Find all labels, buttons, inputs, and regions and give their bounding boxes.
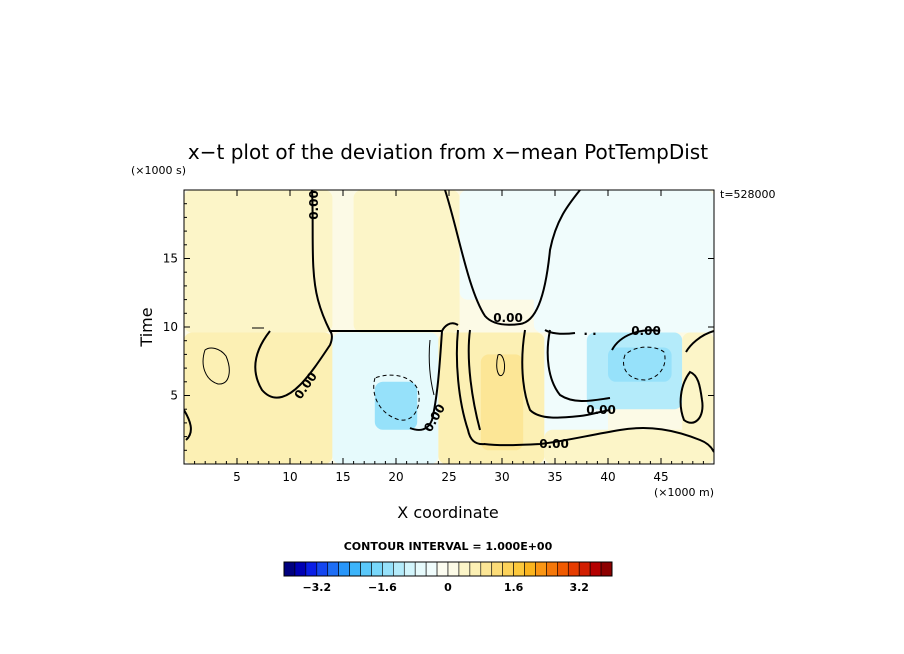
colorbar-cell xyxy=(458,561,471,577)
heatmap-cell xyxy=(184,332,333,464)
y-unit-label: (×1000 s) xyxy=(131,164,186,177)
colorbar-cell xyxy=(535,561,547,577)
y-tick-label: 5 xyxy=(170,389,178,403)
colorbar-cell xyxy=(305,561,318,577)
x-tick-label: 10 xyxy=(282,470,297,484)
x-tick-label: 20 xyxy=(388,470,403,484)
x-tick-label: 45 xyxy=(653,470,668,484)
contour-negative-left-core xyxy=(373,374,420,421)
colorbar-cell xyxy=(469,561,482,577)
chart-title: x−t plot of the deviation from x−mean Po… xyxy=(188,140,708,164)
contour-label: 0.00 xyxy=(631,324,661,338)
y-tick-label: 15 xyxy=(163,252,178,266)
colorbar-cell xyxy=(349,561,361,577)
x-unit-label: (×1000 m) xyxy=(654,486,714,499)
colorbar-cell xyxy=(513,561,525,577)
heatmap-cell xyxy=(533,190,714,333)
zero-contour-tube-2 xyxy=(467,329,481,431)
zero-contour-right-edge xyxy=(685,330,714,353)
time-annotation: t=528000 xyxy=(720,188,776,201)
colorbar-cell xyxy=(425,561,438,577)
contour-thin-strand-a xyxy=(496,353,505,377)
x-tick-label: 25 xyxy=(441,470,456,484)
heatmap-cell xyxy=(608,347,672,382)
contour-negative-right-core xyxy=(623,346,666,381)
colorbar-cell xyxy=(502,561,514,577)
x-axis-label: X coordinate xyxy=(397,503,498,522)
contour-label: . . xyxy=(583,324,596,338)
zero-contour-tube-1 xyxy=(455,329,486,446)
x-tick-label: 40 xyxy=(600,470,615,484)
heatmap-cell xyxy=(544,429,714,464)
colorbar-tick-label: −1.6 xyxy=(368,581,397,594)
plot-area: 0.00 0.00 0.00 0.00 0.00 0.00 0.00 . . 5… xyxy=(163,189,715,484)
contour-interval-text: CONTOUR INTERVAL = 1.000E+00 xyxy=(344,540,553,553)
colorbar-cell xyxy=(578,561,591,577)
zero-contour-tube-4 xyxy=(546,329,611,402)
colorbar-tick-label: 0 xyxy=(444,581,452,594)
contour-label: 0.00 xyxy=(539,437,569,451)
zero-contour-tube-3 xyxy=(521,329,611,419)
colorbar-cell xyxy=(546,561,558,577)
colorbar-cell xyxy=(491,561,503,577)
colorbar: −3.2 −1.6 0 1.6 3.2 xyxy=(283,561,613,594)
heatmap-cell xyxy=(184,190,333,333)
colorbar-cell xyxy=(316,561,329,577)
zero-contour-right-lobe xyxy=(611,329,661,351)
y-axis-label: Time xyxy=(137,307,156,347)
heatmap-cell xyxy=(459,190,545,300)
zero-contour-upper-center xyxy=(444,190,581,326)
contour-label: 0.00 xyxy=(493,311,523,325)
colorbar-cell xyxy=(557,561,569,577)
heatmap-cell xyxy=(480,354,524,451)
colorbar-cell xyxy=(436,561,449,577)
zero-contour-right-island xyxy=(679,370,704,424)
colorbar-cell xyxy=(382,561,394,577)
axis-ticks: 5 10 15 20 25 30 35 40 45 5 10 15 xyxy=(163,190,714,484)
heatmap-cell xyxy=(353,190,460,333)
zero-contour-left-lobe xyxy=(254,330,333,399)
x-tick-label: 30 xyxy=(494,470,509,484)
colorbar-cell xyxy=(600,561,613,577)
colorbar-cell xyxy=(447,561,460,577)
contour-label: 0.00 xyxy=(307,190,321,220)
colorbar-cell xyxy=(393,561,405,577)
colorbar-cell xyxy=(338,561,350,577)
colorbar-frame xyxy=(283,561,613,577)
colorbar-cell xyxy=(360,561,372,577)
contour-left-small-loop xyxy=(202,347,230,385)
zero-contour-upper-right xyxy=(544,329,576,335)
contour-thin-strand-b xyxy=(428,339,435,396)
colorbar-cell xyxy=(403,561,416,577)
colorbar-tick-label: 3.2 xyxy=(569,581,589,594)
colorbar-cell xyxy=(589,561,602,577)
colorbar-cell xyxy=(294,561,307,577)
zero-contour-center-bowl xyxy=(409,330,443,431)
y-tick-label: 10 xyxy=(163,320,178,334)
colorbar-cell xyxy=(283,561,296,577)
colorbar-cell xyxy=(414,561,427,577)
colorbar-cell xyxy=(480,561,493,577)
colorbar-cell xyxy=(371,561,383,577)
heatmap-cell xyxy=(374,381,418,430)
colorbar-tick-label: 1.6 xyxy=(504,581,524,594)
contour-lines xyxy=(184,190,714,453)
heatmap-fill xyxy=(184,190,714,464)
x-tick-label: 5 xyxy=(233,470,241,484)
zero-contour-upper-left xyxy=(311,190,459,332)
colorbar-tick-label: −3.2 xyxy=(302,581,331,594)
colorbar-cell xyxy=(524,561,536,577)
colorbar-cell xyxy=(327,561,339,577)
x-tick-label: 15 xyxy=(335,470,350,484)
colorbar-cell xyxy=(567,561,580,577)
x-tick-label: 35 xyxy=(547,470,562,484)
contour-label: 0.00 xyxy=(586,403,616,417)
zero-contour-left-edge xyxy=(184,409,192,441)
zero-contour-bottom xyxy=(483,427,714,453)
